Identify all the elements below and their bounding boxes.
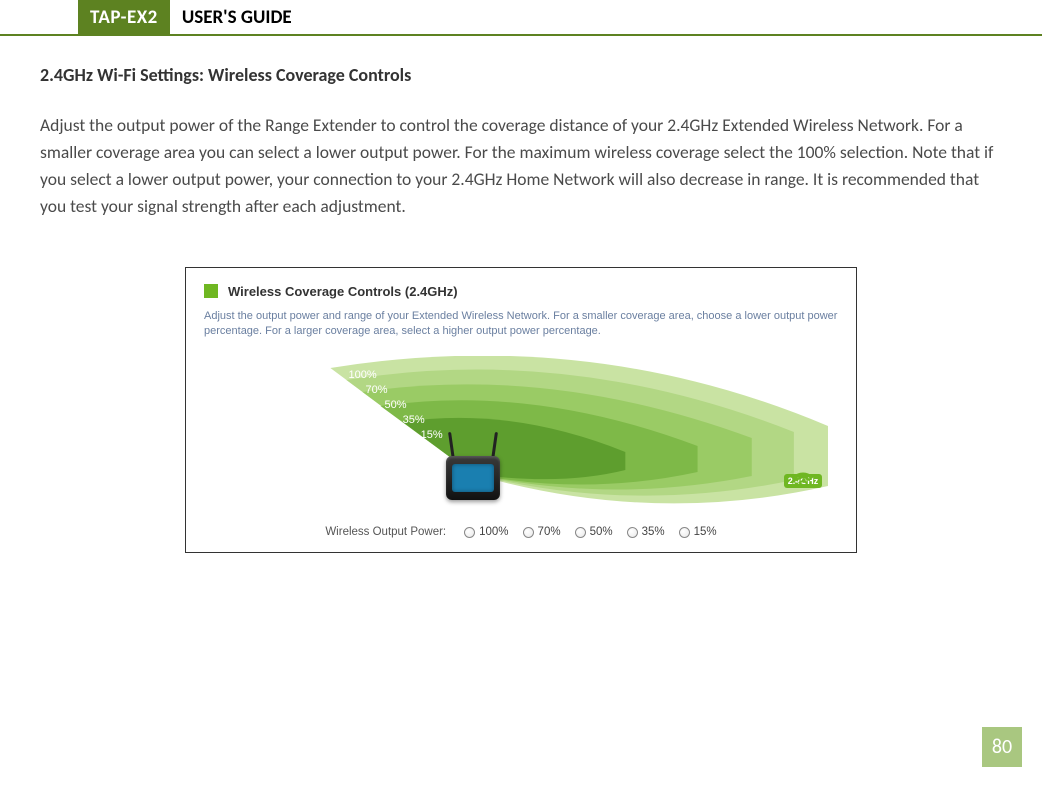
power-option-label: 50% [590,526,613,538]
coverage-diagram: 100% 70% 50% 35% 15% [210,356,832,516]
power-option-label: 15% [694,526,717,538]
power-option-label: 35% [642,526,665,538]
radio-icon [523,527,534,538]
coverage-cones-svg: 100% 70% 50% 35% 15% [210,356,832,516]
panel-description: Adjust the output power and range of you… [204,309,838,341]
power-option-100[interactable]: 100% [464,526,508,538]
doc-header: TAP-EX2 USER'S GUIDE [0,0,1042,36]
cone-label-35: 35% [403,414,425,426]
power-option-15[interactable]: 15% [679,526,717,538]
power-option-70[interactable]: 70% [523,526,561,538]
cone-label-100: 100% [348,369,376,381]
panel-header: Wireless Coverage Controls (2.4GHz) [204,284,838,299]
panel-title: Wireless Coverage Controls (2.4GHz) [228,284,458,299]
power-option-label: 70% [538,526,561,538]
router-icon [446,434,500,500]
radio-icon [464,527,475,538]
cone-label-50: 50% [385,399,407,411]
power-option-label: 100% [479,526,508,538]
header-spacer [0,0,78,34]
section-heading: 2.4GHz Wi-Fi Settings: Wireless Coverage… [40,64,1002,86]
power-option-35[interactable]: 35% [627,526,665,538]
radio-icon [575,527,586,538]
page-content: 2.4GHz Wi-Fi Settings: Wireless Coverage… [0,36,1042,553]
output-power-label: Wireless Output Power: [325,526,446,538]
radio-icon [627,527,638,538]
cone-label-15: 15% [421,429,443,441]
cone-label-70: 70% [366,384,388,396]
section-body-text: Adjust the output power of the Range Ext… [40,112,1002,221]
coverage-controls-panel: Wireless Coverage Controls (2.4GHz) Adju… [185,267,857,554]
band-badge: 2.4GHz [784,472,822,488]
page-number-badge: 80 [982,727,1022,767]
radio-icon [679,527,690,538]
product-badge: TAP-EX2 [78,0,170,34]
figure-wrap: Wireless Coverage Controls (2.4GHz) Adju… [40,267,1002,554]
router-screen [452,464,494,492]
doc-title: USER'S GUIDE [170,0,292,34]
panel-square-icon [204,284,218,298]
output-power-row: Wireless Output Power: 100% 70% 50% 35% [204,526,838,538]
power-option-50[interactable]: 50% [575,526,613,538]
